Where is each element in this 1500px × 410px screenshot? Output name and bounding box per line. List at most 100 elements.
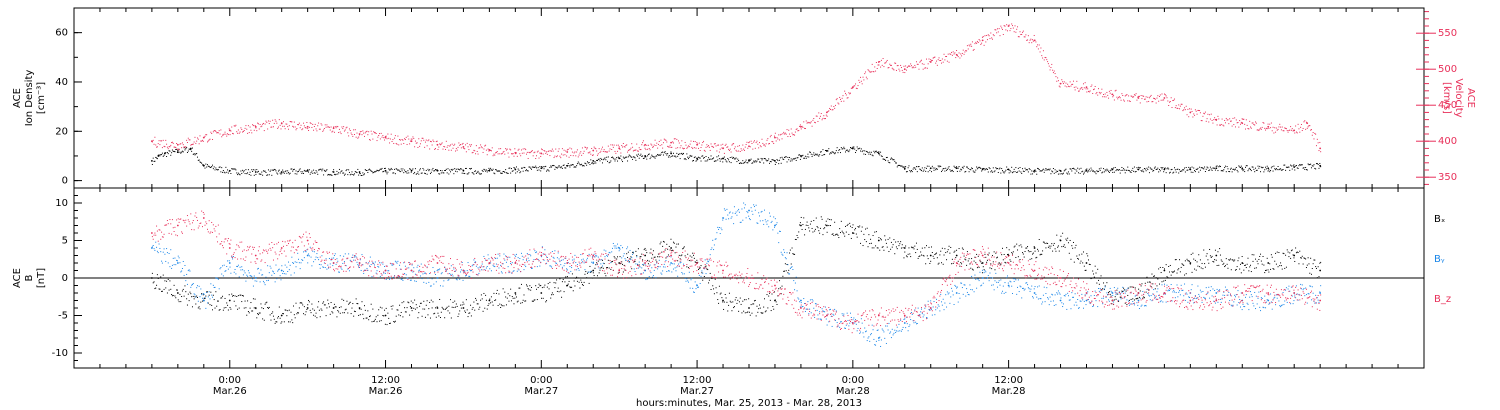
trace-point <box>196 140 198 142</box>
trace-point <box>510 300 512 302</box>
trace-point <box>206 166 208 168</box>
trace-point <box>152 139 154 141</box>
trace-point <box>292 322 294 324</box>
data-point <box>800 125 802 128</box>
trace-point <box>775 161 777 163</box>
trace-point <box>186 139 188 141</box>
trace-point <box>940 165 942 167</box>
trace-point <box>920 59 922 61</box>
velocity-tick-label: 550 <box>1438 28 1457 39</box>
trace-point <box>298 169 300 171</box>
trace-point <box>456 305 458 307</box>
trace-point <box>563 149 565 151</box>
trace-point <box>763 298 765 300</box>
trace-point <box>902 247 904 249</box>
trace-point <box>189 148 191 150</box>
trace-point <box>651 154 653 156</box>
trace-point <box>1175 171 1177 173</box>
trace-point <box>1057 80 1059 82</box>
trace-point <box>190 293 192 295</box>
trace-point <box>313 251 315 253</box>
trace-point <box>436 306 438 308</box>
trace-point <box>568 280 570 282</box>
trace-point <box>255 173 257 175</box>
trace-point <box>730 301 732 303</box>
trace-point <box>406 307 408 309</box>
trace-point <box>920 254 922 256</box>
trace-point <box>538 169 540 171</box>
trace-point <box>303 173 305 175</box>
trace-point <box>1077 258 1079 260</box>
trace-point <box>819 115 821 117</box>
trace-point <box>241 128 243 130</box>
trace-point <box>195 142 197 144</box>
trace-point <box>568 165 570 167</box>
trace-point <box>1025 34 1027 36</box>
trace-point <box>607 259 609 261</box>
trace-point <box>969 45 971 47</box>
trace-point <box>249 307 251 309</box>
trace-point <box>966 166 968 168</box>
trace-point <box>1145 291 1147 293</box>
trace-point <box>281 172 283 174</box>
trace-point <box>796 234 798 236</box>
trace-point <box>845 149 847 151</box>
trace-point <box>355 136 357 138</box>
trace-point <box>519 172 521 174</box>
trace-point <box>206 292 208 294</box>
trace-point <box>194 154 196 156</box>
trace-point <box>720 158 722 160</box>
data-point <box>774 136 776 139</box>
trace-point <box>177 255 179 257</box>
data-point <box>670 141 673 144</box>
trace-point <box>277 173 279 175</box>
trace-point <box>1081 253 1083 255</box>
trace-point <box>1310 129 1312 131</box>
trace-point <box>372 138 374 140</box>
trace-point <box>1017 249 1019 251</box>
trace-point <box>270 267 272 269</box>
trace-point <box>1253 124 1255 126</box>
trace-point <box>363 173 365 175</box>
trace-point <box>396 143 398 145</box>
data-point <box>748 209 750 212</box>
trace-point <box>358 308 360 310</box>
trace-point <box>1266 257 1268 259</box>
trace-point <box>164 253 166 255</box>
trace-point <box>588 282 590 284</box>
trace-point <box>981 170 983 172</box>
trace-point <box>373 131 375 133</box>
trace-point <box>663 241 665 243</box>
trace-point <box>1118 300 1120 302</box>
trace-point <box>984 169 986 171</box>
trace-point <box>831 151 833 153</box>
trace-point <box>921 247 923 249</box>
trace-point <box>1083 265 1085 267</box>
trace-point <box>272 169 274 171</box>
trace-point <box>241 301 243 303</box>
trace-point <box>329 313 331 315</box>
trace-point <box>1100 92 1102 94</box>
trace-point <box>917 63 919 65</box>
trace-point <box>827 218 829 220</box>
trace-point <box>386 173 388 175</box>
data-point <box>800 299 802 302</box>
trace-point <box>1093 89 1095 91</box>
trace-point <box>216 169 218 171</box>
trace-point <box>435 141 437 143</box>
trace-point <box>371 133 373 135</box>
trace-point <box>1068 252 1070 254</box>
trace-point <box>1189 112 1191 114</box>
trace-point <box>1320 166 1322 168</box>
trace-point <box>688 146 690 148</box>
trace-point <box>792 253 794 255</box>
data-point <box>644 254 647 257</box>
trace-point <box>287 170 289 172</box>
trace-point <box>704 150 706 152</box>
trace-point <box>543 168 545 170</box>
trace-point <box>425 139 427 141</box>
trace-point <box>841 97 843 99</box>
trace-point <box>245 169 247 171</box>
trace-point <box>404 307 406 309</box>
trace-point <box>574 151 576 153</box>
